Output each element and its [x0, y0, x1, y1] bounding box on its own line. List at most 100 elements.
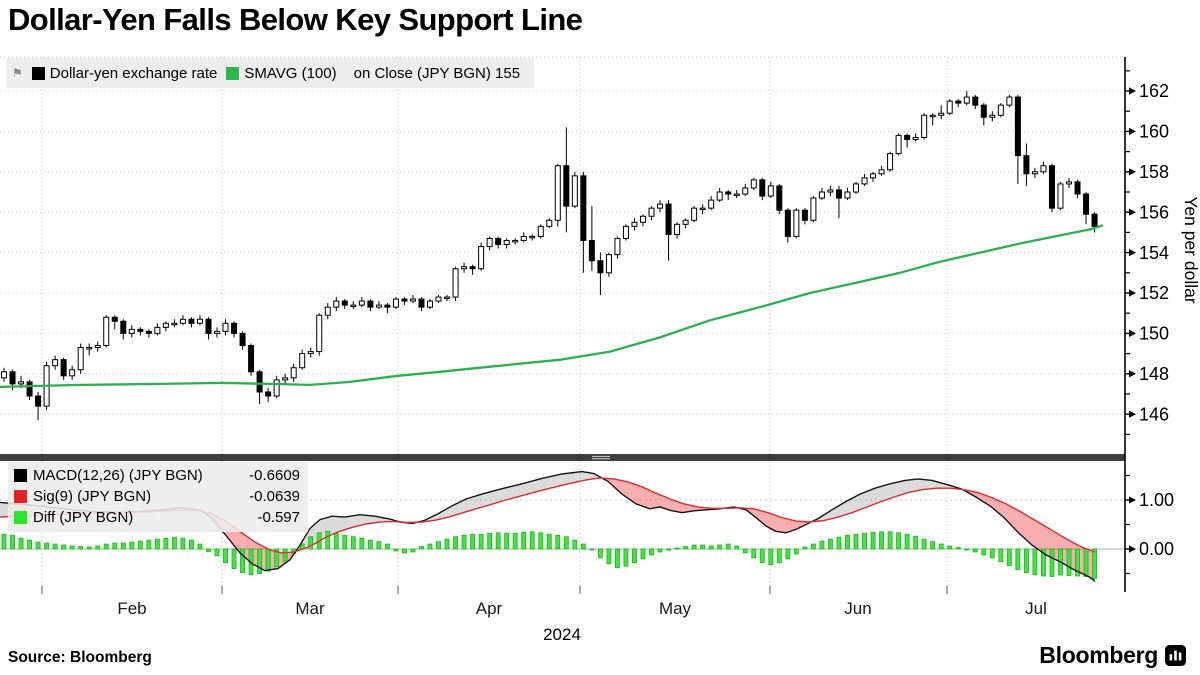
diff-bar	[1032, 548, 1038, 575]
axis-tick-arrow	[1129, 87, 1136, 95]
diff-bar	[206, 548, 211, 552]
diff-bar	[308, 536, 314, 550]
diff-bar	[18, 537, 24, 550]
diff-bar	[52, 543, 58, 550]
candle	[682, 219, 689, 225]
axis-tick-arrow	[1129, 329, 1136, 337]
page-title: Dollar-Yen Falls Below Key Support Line	[8, 2, 583, 37]
diff-bar	[1040, 548, 1046, 577]
diff-bar	[708, 545, 714, 550]
candle	[358, 300, 365, 306]
diff-bar	[274, 548, 280, 568]
candle	[375, 304, 382, 308]
candle	[290, 367, 297, 379]
legend-item-diff[interactable]: Diff (JPY BGN) -0.597	[14, 507, 300, 528]
diff-bar	[401, 548, 407, 554]
axis-tick-arrow	[1129, 249, 1136, 257]
diff-bar	[964, 548, 970, 551]
diff-bar	[69, 545, 75, 550]
candle	[622, 225, 629, 239]
candle	[648, 207, 655, 217]
diff-bar	[589, 548, 595, 551]
candle	[614, 237, 621, 256]
diff-bar	[597, 548, 603, 559]
candle	[597, 260, 604, 274]
smavg-series-label: SMAVG (100)	[244, 64, 337, 82]
axis-tick-label: 1.00	[1139, 490, 1174, 510]
candle	[793, 209, 800, 237]
diff-bar	[691, 544, 697, 550]
diff-bar	[776, 548, 782, 564]
diff-bar	[214, 548, 220, 557]
legend-item-sig[interactable]: Sig(9) (JPY BGN) -0.0639	[14, 486, 300, 507]
diff-bar	[793, 548, 799, 555]
diff-bar	[657, 548, 663, 553]
candle	[478, 246, 485, 270]
diff-bar	[129, 541, 135, 550]
axis-tick-arrow	[1129, 496, 1136, 504]
candle	[571, 175, 578, 207]
axis-tick-label: 158	[1139, 162, 1169, 182]
sig-series-label: Sig(9) (JPY BGN)	[33, 488, 152, 505]
axis-tick-arrow	[1129, 208, 1136, 216]
diff-bar	[367, 539, 373, 550]
month-label: Feb	[117, 599, 146, 618]
legend-item-price[interactable]: Dollar-yen exchange rate	[31, 65, 217, 82]
right-axis: 146 148 150 152 154 156 158 160 162 1.00 0.00 Yen p…	[1124, 57, 1200, 592]
diff-bar	[1006, 548, 1012, 567]
candle	[870, 173, 877, 179]
signal-line-group	[0, 477, 1096, 554]
diff-bar	[461, 534, 467, 550]
sig-series-swatch	[14, 490, 27, 503]
diff-bar	[103, 543, 109, 550]
diff-bar	[614, 548, 620, 569]
candle	[878, 169, 885, 175]
candle	[265, 391, 272, 397]
candle	[307, 351, 314, 355]
diff-bar	[759, 548, 765, 564]
diff-bar	[606, 548, 612, 565]
panel-divider[interactable]	[0, 454, 1125, 461]
axis-tick-arrow	[1129, 127, 1136, 135]
diff-bar	[580, 543, 586, 550]
diff-bar	[436, 541, 441, 550]
legend-item-smavg[interactable]: SMAVG (100)	[226, 64, 337, 82]
candle	[759, 179, 766, 197]
axis-tick-label: 156	[1139, 202, 1169, 222]
candle	[1074, 181, 1081, 195]
candle	[418, 298, 425, 308]
diff-bar	[879, 531, 885, 550]
legend-item-macd[interactable]: MACD(12,26) (JPY BGN) -0.6609	[14, 465, 300, 486]
panel-separator	[0, 454, 1125, 461]
diff-bar	[333, 532, 339, 550]
diff-bar	[546, 533, 552, 550]
candle	[955, 100, 962, 104]
candle	[580, 175, 587, 241]
diff-bar	[1066, 548, 1072, 576]
candle	[912, 136, 919, 140]
diff-bar	[913, 535, 919, 550]
diff-bar	[1083, 548, 1089, 577]
candle	[401, 298, 408, 302]
diff-bar	[231, 548, 237, 570]
bloomberg-logo: Bloomberg	[1039, 642, 1186, 669]
diff-bar	[137, 540, 143, 550]
candle	[52, 359, 59, 367]
diff-bar	[478, 533, 484, 550]
bloomberg-wordmark: Bloomberg	[1039, 642, 1158, 668]
diff-bar	[504, 532, 510, 550]
axis-tick-label: 146	[1139, 404, 1169, 424]
candle	[784, 209, 791, 237]
candle	[427, 300, 433, 308]
smavg-100-line	[0, 224, 1104, 389]
candle	[938, 112, 945, 116]
macd-above-signal-fill	[297, 514, 400, 551]
diff-bar	[1049, 548, 1055, 577]
smavg-line	[0, 224, 1104, 389]
diff-bar	[955, 547, 961, 550]
candle	[665, 203, 672, 235]
candle	[563, 165, 570, 207]
candle	[1083, 193, 1090, 215]
diff-bar	[862, 532, 867, 550]
